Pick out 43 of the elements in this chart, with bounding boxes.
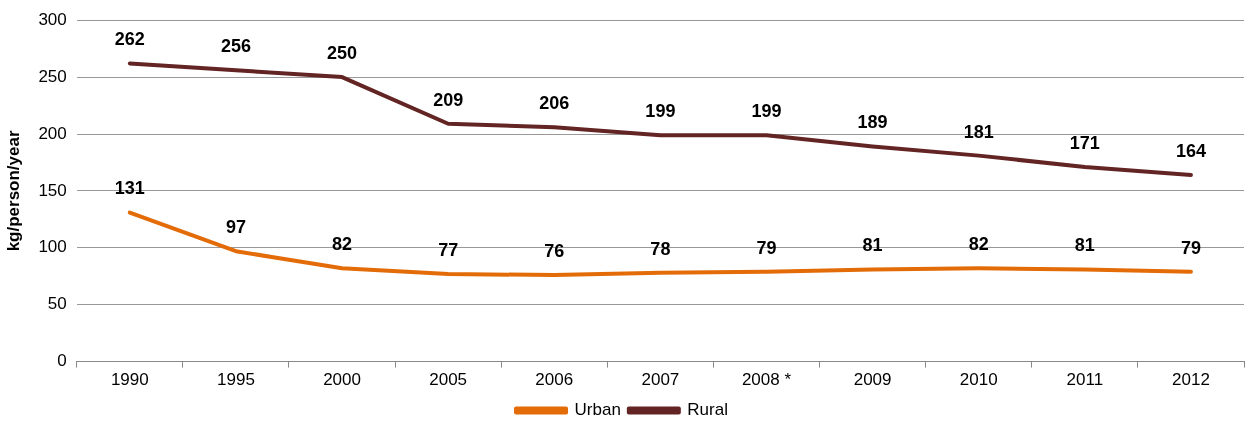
x-tick-label: 2011 (1066, 370, 1104, 390)
data-label: 171 (1069, 132, 1100, 153)
data-label: 256 (220, 36, 251, 57)
data-label: 77 (438, 239, 459, 260)
y-tick-label: 150 (38, 180, 67, 200)
y-tick-label: 100 (38, 237, 67, 257)
x-tick-label: 2010 (959, 370, 998, 390)
y-tick-label: 250 (38, 66, 67, 86)
data-label: 76 (544, 241, 565, 262)
y-tick-label: 200 (38, 123, 67, 143)
data-label: 181 (963, 121, 994, 142)
data-label: 262 (114, 29, 145, 50)
x-tick-label: 2009 (853, 370, 892, 390)
legend-label: Urban (574, 400, 621, 420)
x-tick-label: 2008 * (741, 370, 792, 390)
y-tick-label: 50 (47, 294, 67, 314)
data-label: 199 (751, 101, 782, 122)
data-label: 82 (332, 234, 353, 255)
data-label: 79 (756, 237, 777, 258)
data-label: 209 (433, 89, 464, 110)
x-tick-label: 2012 (1172, 370, 1210, 390)
data-label: 81 (1074, 235, 1095, 256)
data-label: 78 (650, 238, 671, 259)
data-label: 131 (114, 178, 145, 199)
legend-label: Rural (687, 400, 728, 420)
data-label: 199 (645, 101, 676, 122)
y-axis-title: kg/person/year (3, 130, 23, 252)
x-tick-label: 1995 (217, 370, 255, 390)
x-tick-label: 2005 (429, 370, 468, 390)
y-tick-label: 0 (57, 351, 67, 371)
y-tick-label: 300 (38, 9, 67, 29)
data-label: 79 (1180, 237, 1201, 258)
data-label: 82 (968, 234, 989, 255)
x-tick-label: 2006 (535, 370, 574, 390)
data-label: 164 (1175, 140, 1206, 161)
data-label: 189 (857, 112, 888, 133)
x-tick-label: 2007 (641, 370, 680, 390)
x-tick-label: 1990 (110, 370, 149, 390)
data-label: 250 (327, 43, 358, 64)
data-label: 81 (862, 235, 883, 256)
data-label: 206 (539, 93, 570, 114)
x-tick-label: 2000 (323, 370, 361, 390)
data-label: 97 (225, 217, 246, 238)
